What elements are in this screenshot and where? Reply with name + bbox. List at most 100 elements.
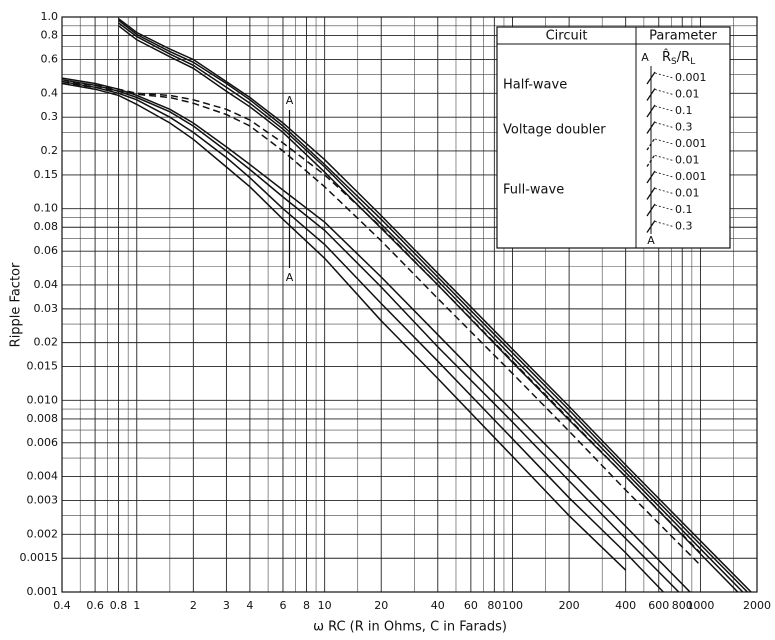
- y-tick-label: 0.08: [34, 220, 59, 233]
- legend-item-label: 0.001: [675, 137, 707, 150]
- x-tick-label: 800: [672, 599, 693, 612]
- legend-leader: [654, 89, 674, 95]
- legend-group-label: Voltage doubler: [503, 123, 606, 138]
- marker-label: A: [286, 94, 294, 107]
- y-tick-label: 0.10: [34, 202, 59, 215]
- legend-leader: [654, 204, 674, 211]
- y-tick-label: 0.3: [41, 110, 59, 123]
- curve: [62, 77, 692, 592]
- legend-item-label: 0.1: [675, 104, 693, 117]
- legend-leader: [654, 122, 674, 128]
- y-axis-label: Ripple Factor: [9, 262, 24, 347]
- y-tick-label: 1.0: [41, 10, 59, 23]
- y-tick-label: 0.06: [34, 244, 59, 257]
- legend-item-label: 0.01: [675, 88, 700, 101]
- x-tick-label: 0.6: [86, 599, 104, 612]
- legend-leader: [654, 155, 674, 161]
- legend-swatch: [646, 170, 656, 184]
- legend-swatch: [646, 154, 656, 167]
- y-tick-label: 0.001: [27, 585, 59, 598]
- x-tick-label: 2000: [743, 599, 771, 612]
- x-tick-label: 4: [246, 599, 253, 612]
- legend-swatch: [646, 104, 656, 118]
- legend-swatch: [646, 137, 656, 151]
- legend-item-label: 0.01: [675, 154, 700, 167]
- x-tick-label: 1: [133, 599, 140, 612]
- legend-box: [496, 26, 731, 249]
- y-tick-label: 0.03: [34, 302, 59, 315]
- y-tick-label: 0.4: [41, 86, 59, 99]
- y-tick-label: 0.002: [27, 527, 59, 540]
- legend-swatch: [646, 203, 656, 217]
- legend-item-label: 0.001: [675, 71, 707, 84]
- y-tick-label: 0.003: [27, 494, 59, 507]
- legend-item-label: 0.01: [675, 187, 700, 200]
- x-tick-label: 40: [431, 599, 445, 612]
- curve: [62, 82, 627, 571]
- legend-header: Circuit: [546, 29, 588, 44]
- x-tick-label: 10: [318, 599, 332, 612]
- legend-swatch: [646, 88, 656, 101]
- x-tick-label: 0.4: [53, 599, 71, 612]
- x-tick-label: 0.8: [110, 599, 128, 612]
- legend-swatch: [646, 121, 656, 134]
- y-tick-label: 0.8: [41, 29, 59, 42]
- x-tick-label: 20: [374, 599, 388, 612]
- legend-marker-label: A: [641, 51, 649, 64]
- x-tick-label: 3: [223, 599, 230, 612]
- legend-param-header-part: R̂: [662, 49, 671, 64]
- x-tick-label: 600: [648, 599, 669, 612]
- y-tick-label: 0.02: [34, 336, 59, 349]
- legend-leader: [654, 138, 674, 145]
- y-tick-label: 0.008: [27, 412, 59, 425]
- legend-swatch: [646, 187, 656, 200]
- legend-param-header-part: L: [690, 57, 695, 67]
- legend-leader: [654, 188, 674, 194]
- legend-item-label: 0.3: [675, 220, 693, 233]
- x-tick-label: 1000: [686, 599, 714, 612]
- x-tick-label: 6: [279, 599, 286, 612]
- curve: [62, 80, 665, 592]
- curve: [62, 79, 680, 592]
- y-tick-label: 0.15: [34, 168, 59, 181]
- x-tick-label: 2: [190, 599, 197, 612]
- marker-label: A: [286, 271, 294, 284]
- legend-item-label: 0.3: [675, 121, 693, 134]
- curve: [62, 80, 701, 554]
- y-tick-label: 0.015: [27, 360, 59, 373]
- legend-group-label: Full-wave: [503, 183, 564, 198]
- y-tick-label: 0.010: [27, 393, 59, 406]
- legend-group-label: Half-wave: [503, 78, 567, 93]
- x-axis-label: ω RC (R in Ohms, C in Farads): [313, 620, 507, 635]
- legend-param-header-part: /R: [677, 50, 690, 65]
- legend-marker-label: A: [647, 234, 655, 247]
- legend-swatch: [646, 220, 656, 233]
- curve: [118, 19, 749, 592]
- legend-leader: [654, 171, 674, 178]
- legend-param-header: R̂S/RL: [662, 49, 695, 66]
- legend-leader: [654, 221, 674, 227]
- y-tick-label: 0.04: [34, 278, 59, 291]
- legend-item-label: 0.001: [675, 170, 707, 183]
- y-tick-label: 0.004: [27, 470, 59, 483]
- x-tick-label: 8: [303, 599, 310, 612]
- x-tick-label: 100: [502, 599, 523, 612]
- legend-item-label: 0.1: [675, 203, 693, 216]
- x-tick-label: 400: [615, 599, 636, 612]
- legend-param-header-part: S: [671, 57, 677, 67]
- legend-leader: [654, 105, 674, 112]
- y-tick-label: 0.2: [41, 144, 59, 157]
- curve: [118, 18, 753, 592]
- x-tick-label: 200: [559, 599, 580, 612]
- curves: [62, 18, 753, 592]
- legend-header: Parameter: [649, 29, 717, 44]
- y-tick-label: 0.0015: [20, 551, 59, 564]
- legend-leader: [654, 72, 674, 79]
- y-tick-label: 0.6: [41, 53, 59, 66]
- y-tick-label: 0.006: [27, 436, 59, 449]
- plot-frame: [61, 16, 758, 593]
- x-tick-label: 60: [464, 599, 478, 612]
- legend-swatch: [646, 71, 656, 85]
